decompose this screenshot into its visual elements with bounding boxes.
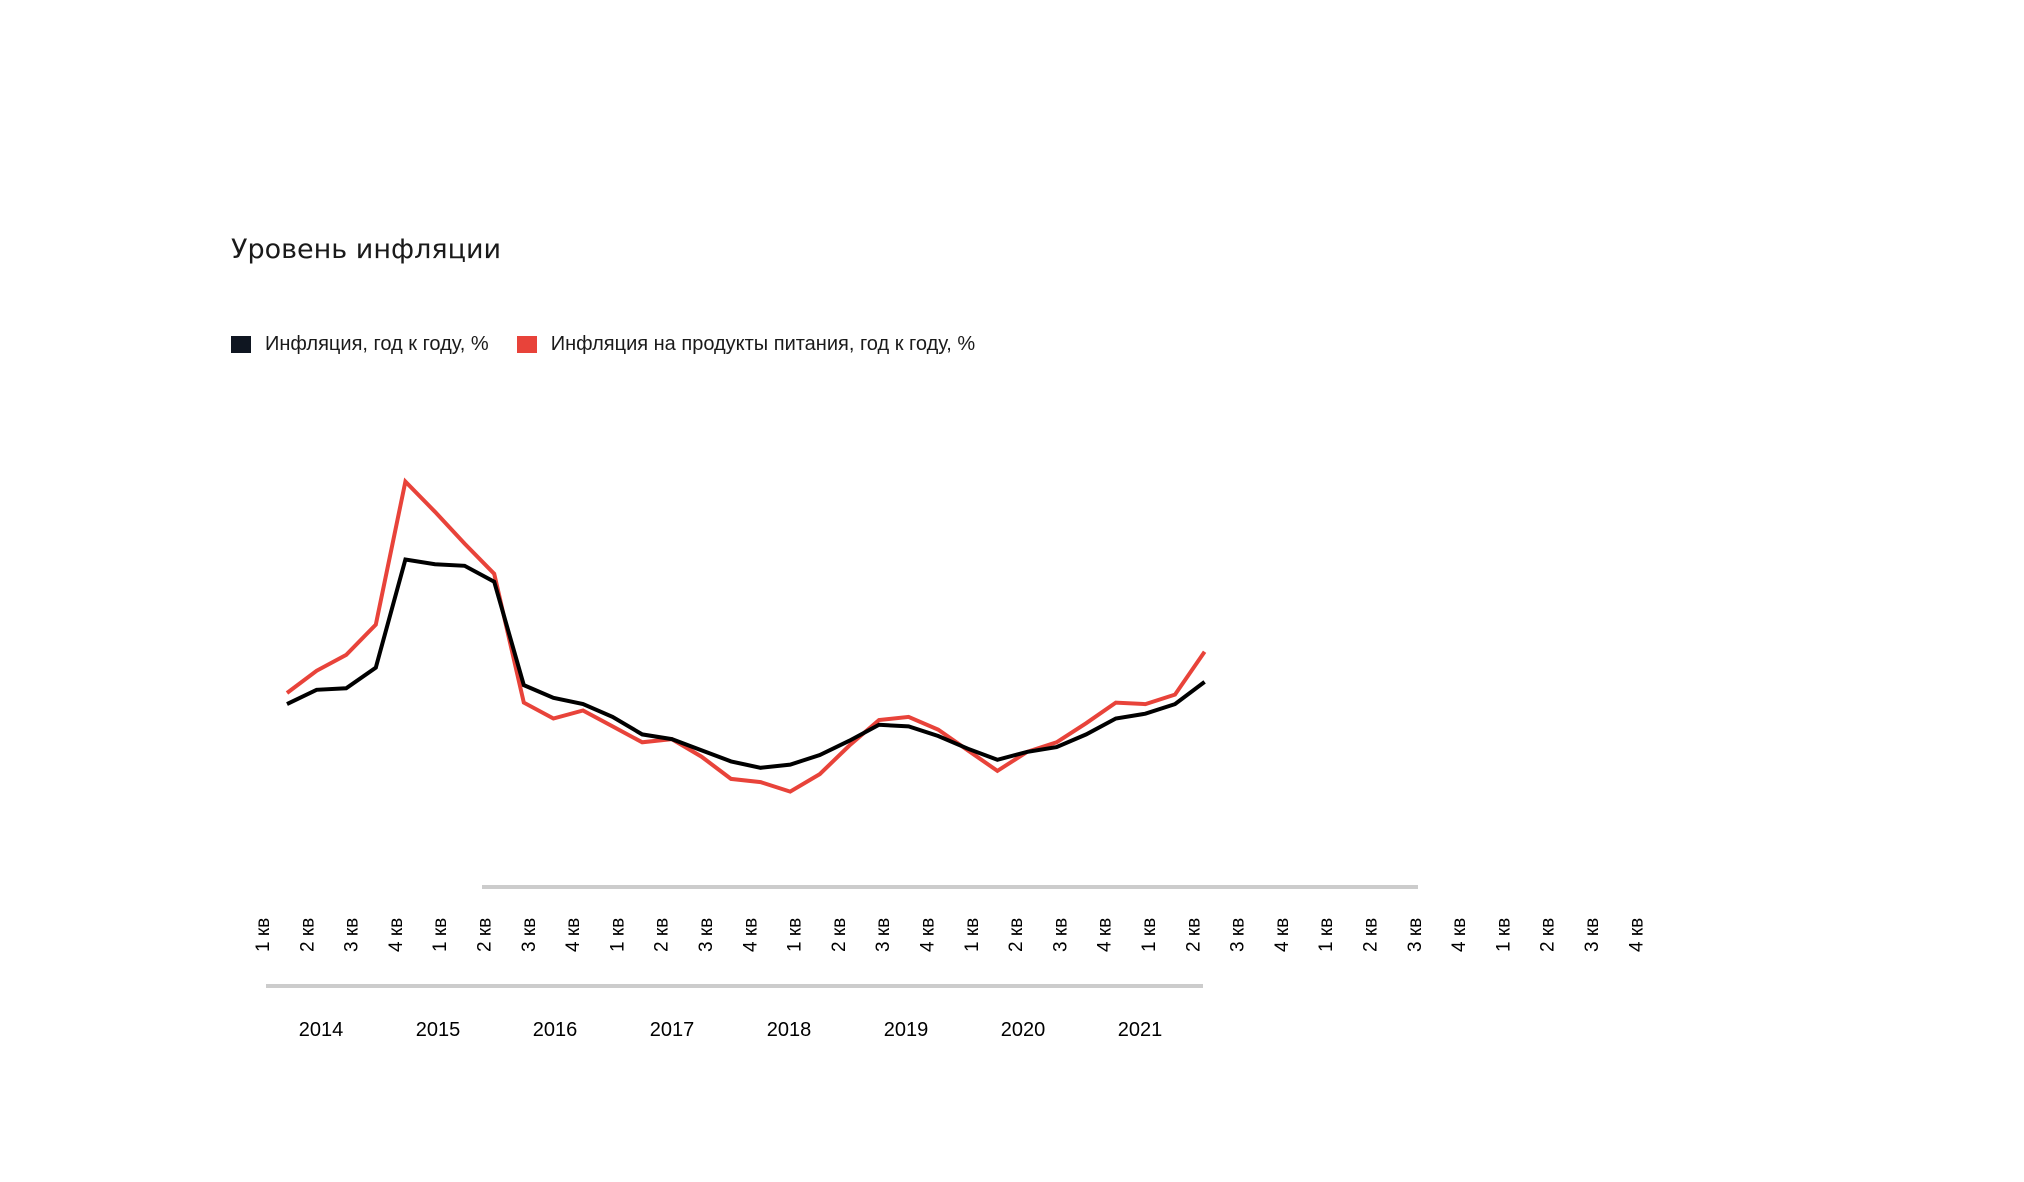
x-tick-label: 3 кв <box>696 918 717 952</box>
x-tick-label: 4 кв <box>918 918 939 952</box>
year-label: 2014 <box>299 1019 344 1041</box>
x-tick-label: 4 кв <box>1449 918 1470 952</box>
x-tick-label: 2 кв <box>652 918 673 952</box>
x-tick-label: 3 кв <box>1050 918 1071 952</box>
x-tick-label: 4 кв <box>1626 918 1647 952</box>
x-tick-label: 2 кв <box>1538 918 1559 952</box>
x-tick-label: 2 кв <box>1361 918 1382 952</box>
x-tick-label: 4 кв <box>1095 918 1116 952</box>
x-tick-label: 1 кв <box>1493 918 1514 952</box>
x-tick-label: 1 кв <box>962 918 983 952</box>
chart-title: Уровень инфляции <box>231 234 502 265</box>
x-tick-label: 3 кв <box>519 918 540 952</box>
x-tick-label: 1 кв <box>253 918 274 952</box>
x-tick-label: 2 кв <box>475 918 496 952</box>
x-tick-label: 4 кв <box>386 918 407 952</box>
year-label: 2015 <box>416 1019 461 1041</box>
x-tick-label: 4 кв <box>740 918 761 952</box>
x-tick-label: 1 кв <box>1316 918 1337 952</box>
legend-label-inflation: Инфляция, год к году, % <box>265 333 489 355</box>
year-label: 2019 <box>884 1019 929 1041</box>
x-tick-label: 1 кв <box>1139 918 1160 952</box>
x-tick-label: 2 кв <box>1183 918 1204 952</box>
legend-item-food-inflation[interactable]: Инфляция на продукты питания, год к году… <box>516 333 976 356</box>
year-label: 2020 <box>1001 1019 1046 1041</box>
x-tick-label: 1 кв <box>785 918 806 952</box>
x-tick-label: 4 кв <box>1272 918 1293 952</box>
x-tick-label: 3 кв <box>1582 918 1603 952</box>
year-label: 2018 <box>767 1019 812 1041</box>
legend-item-inflation[interactable]: Инфляция, год к году, % <box>231 333 489 356</box>
series-line-inflation <box>286 557 1206 770</box>
year-label: 2021 <box>1118 1019 1163 1041</box>
x-tick-label: 3 кв <box>1228 918 1249 952</box>
legend-label-food-inflation: Инфляция на продукты питания, год к году… <box>550 333 976 355</box>
x-tick-label: 3 кв <box>342 918 363 952</box>
legend-swatch-black <box>231 336 251 353</box>
series-line-food-inflation <box>285 477 1207 794</box>
x-tick-label: 2 кв <box>297 918 318 952</box>
x-tick-label: 2 кв <box>829 918 850 952</box>
x-tick-label: 1 кв <box>430 918 451 952</box>
x-tick-label: 1 кв <box>607 918 628 952</box>
x-tick-label: 4 кв <box>563 918 584 952</box>
x-tick-label: 2 кв <box>1006 918 1027 952</box>
x-tick-label: 3 кв <box>873 918 894 952</box>
x-tick-label: 3 кв <box>1405 918 1426 952</box>
chart-legend: Инфляция, год к году, % Инфляция на прод… <box>231 333 1003 356</box>
year-label: 2017 <box>650 1019 695 1041</box>
legend-swatch-red <box>516 336 537 353</box>
year-label: 2016 <box>533 1019 578 1041</box>
